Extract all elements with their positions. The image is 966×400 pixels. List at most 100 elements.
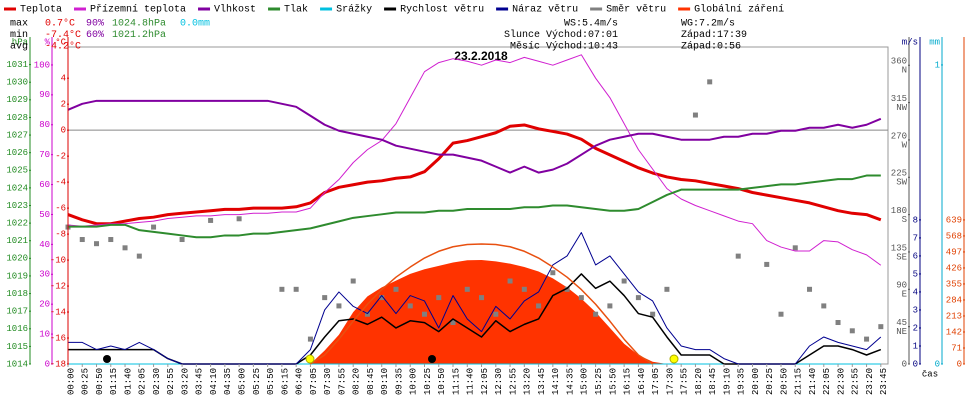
direction-point — [393, 286, 399, 292]
x-tick-label: 09:10 — [380, 368, 390, 395]
direction-point — [307, 336, 313, 342]
direction-point — [179, 237, 185, 243]
x-tick-label: 15:50 — [608, 368, 618, 395]
moon-marker — [103, 355, 111, 363]
legend-label: Náraz větru — [512, 4, 578, 16]
y-tick-label: -14 — [50, 307, 66, 317]
y-tick-label: -8 — [55, 229, 66, 239]
x-tick-label: 05:00 — [237, 368, 247, 395]
y-tick-label: 426 — [946, 263, 962, 273]
x-tick-label: 07:55 — [337, 368, 347, 395]
x-tick-label: 16:15 — [623, 368, 633, 395]
y-tick-label: 1025 — [6, 166, 28, 176]
y-tick-label: 50 — [39, 210, 50, 220]
x-tick-label: 21:40 — [808, 368, 818, 395]
axis-unit: m/s — [902, 37, 918, 47]
x-tick-label: 10:25 — [423, 368, 433, 395]
x-tick-label: 12:55 — [508, 368, 518, 395]
compass-label: S — [902, 215, 907, 225]
y-tick-label: 360 — [891, 57, 907, 67]
direction-point — [136, 253, 142, 259]
direction-point — [507, 278, 513, 284]
direction-point — [364, 311, 370, 317]
y-tick-label: 355 — [946, 279, 962, 289]
y-tick-label: 45 — [896, 318, 907, 328]
y-tick-label: 100 — [34, 60, 50, 70]
y-tick-label: -2 — [55, 152, 66, 162]
series-line — [68, 232, 882, 365]
x-tick-label: 10:50 — [437, 368, 447, 395]
compass-label: E — [902, 290, 907, 300]
y-tick-label: 4 — [61, 74, 66, 84]
direction-point — [279, 286, 285, 292]
y-tick-label: 71 — [951, 343, 962, 353]
x-tick-label: 20:00 — [751, 368, 761, 395]
direction-point — [564, 286, 570, 292]
x-tick-label: 11:15 — [451, 368, 461, 395]
compass-label: N — [902, 66, 907, 76]
direction-point — [350, 278, 356, 284]
x-tick-label: 02:55 — [166, 368, 176, 395]
y-tick-label: 70 — [39, 150, 50, 160]
x-tick-label: 15:00 — [580, 368, 590, 395]
x-tick-label: 17:30 — [665, 368, 675, 395]
x-tick-label: 19:35 — [737, 368, 747, 395]
direction-point — [821, 303, 827, 309]
info-text: Slunce Východ:07:01 — [504, 29, 618, 41]
y-tick-label: -18 — [50, 359, 66, 369]
y-tick-label: 4 — [913, 287, 918, 297]
x-tick-label: 03:45 — [195, 368, 205, 395]
axis-unit: °C — [55, 37, 66, 47]
legend-label: Vlhkost — [214, 4, 256, 16]
y-tick-label: 568 — [946, 231, 962, 241]
direction-point — [835, 320, 841, 326]
sun-marker — [669, 354, 679, 364]
direction-point — [151, 224, 157, 230]
y-tick-label: 1019 — [6, 271, 28, 281]
y-tick-label: 142 — [946, 327, 962, 337]
series-line — [67, 54, 882, 266]
y-tick-label: 1 — [935, 60, 940, 70]
y-tick-label: 1026 — [6, 148, 28, 158]
x-tick-label: 05:25 — [252, 368, 262, 395]
direction-point — [778, 311, 784, 317]
y-tick-label: 497 — [946, 247, 962, 257]
y-tick-label: 2 — [913, 323, 918, 333]
direction-point — [422, 311, 427, 317]
series-line — [68, 174, 881, 239]
x-tick-label: 18:20 — [694, 368, 704, 395]
direction-point — [578, 295, 584, 301]
y-tick-label: 30 — [39, 270, 50, 280]
x-tick-label: 12:05 — [480, 368, 490, 395]
direction-point — [593, 311, 599, 317]
x-tick-label: 20:50 — [779, 368, 789, 395]
y-tick-label: 270 — [891, 131, 907, 141]
stat-value: -4.2°C — [45, 41, 81, 53]
y-tick-label: 10 — [39, 329, 50, 339]
direction-point — [635, 295, 641, 301]
direction-point — [849, 328, 855, 334]
x-tick-label: 03:20 — [180, 368, 190, 395]
compass-label: SE — [896, 252, 907, 262]
direction-point — [764, 261, 770, 267]
x-tick-label: 14:35 — [565, 368, 575, 395]
axis-unit: hPa — [12, 37, 29, 47]
x-tick-label: 08:45 — [366, 368, 376, 395]
y-tick-label: 0 — [935, 359, 940, 369]
x-tick-label: 00:25 — [81, 368, 91, 395]
direction-point — [607, 303, 613, 309]
moon-marker — [428, 355, 436, 363]
x-tick-label: 10:00 — [409, 368, 419, 395]
x-tick-label: 01:40 — [123, 368, 133, 395]
y-tick-label: 90 — [896, 281, 907, 291]
x-tick-label: 14:10 — [551, 368, 561, 395]
y-tick-label: 1028 — [6, 113, 28, 123]
y-tick-label: 0 — [61, 126, 66, 136]
direction-point — [521, 286, 527, 292]
x-tick-label: 13:20 — [523, 368, 533, 395]
info-text: Západ:0:56 — [681, 41, 741, 53]
direction-point — [878, 324, 884, 330]
x-tick-label: 11:40 — [466, 368, 476, 395]
direction-point — [79, 237, 85, 243]
y-tick-label: 1030 — [6, 78, 28, 88]
